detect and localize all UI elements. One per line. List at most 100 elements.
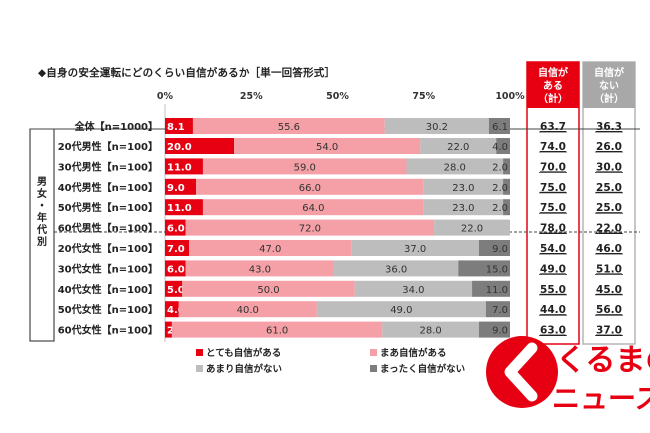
data-label: 28.0 [444,162,466,173]
bar-segment [478,240,510,256]
bar-segment [488,118,510,134]
kurumano-news-logo: くるまの ニュース [486,336,650,415]
data-label: 64.0 [302,203,324,214]
bar-segment [202,199,424,216]
bar-segment [334,260,459,277]
data-label: 6.0 [167,264,185,275]
data-label: 37.0 [404,244,426,255]
bar-segment [165,219,186,236]
data-label: 23.0 [452,203,474,214]
data-label: 59.0 [294,162,316,173]
category-label: 20代男性【n=100】 [58,140,158,153]
data-label: 11.0 [486,285,508,296]
legend-label: あまり自信がない [206,363,282,375]
data-label: 22.0 [447,142,469,153]
category-label: 40代女性【n=100】 [58,283,158,296]
bar-segment [423,199,504,216]
bar-segment [472,280,510,297]
bar-segment [165,178,197,195]
bar-segment [382,321,479,338]
bar-segment [165,321,172,338]
data-label: 55.6 [278,122,300,133]
data-label: 22.0 [461,224,483,235]
total-confident-value: 74.0 [540,141,566,153]
bar-segment [485,301,510,318]
category-label: 50代男性【n=100】 [58,201,158,214]
bar-segment [165,118,193,134]
group-label: 男女・年代別 [36,176,47,248]
data-label: 7.0 [492,305,508,316]
bar-segment [503,158,510,175]
total-confident-value: 78.0 [540,223,566,235]
legend-swatch [196,365,203,372]
axis-tick-label: 50% [326,91,349,102]
bar-segment [423,178,504,195]
data-label: 34.0 [402,285,424,296]
data-label: 50.0 [257,285,279,296]
data-label: 54.0 [316,142,338,153]
chart-title: ◆自身の安全運転にどのくらい自信があるか［単一回答形式］ [38,67,336,79]
total-not-confident-value: 46.0 [596,243,622,255]
total-not-confident-value: 22.0 [596,223,622,235]
data-label: 4.0 [167,305,185,316]
bar-segment [478,321,510,338]
total-confident-value: 75.0 [540,202,566,214]
legend-label: まあ自信がある [380,347,447,359]
category-label: 20代女性【n=100】 [58,242,158,255]
bar-segment [165,301,179,318]
bar-segment [354,280,473,297]
data-label: 11.0 [167,162,192,173]
data-label: 28.0 [420,326,442,337]
legend-swatch [370,365,377,372]
summary-header-confident-bg [527,62,579,108]
bar-segment [165,158,203,175]
bar-segment [384,118,489,134]
logo-circle-icon [486,336,558,408]
legend-swatch [196,349,203,356]
total-not-confident-value: 30.0 [596,161,622,173]
data-label: 9.0 [492,326,508,337]
bar-segment [182,280,355,297]
bar-segment [503,199,510,216]
bar-segment [171,321,383,338]
data-label: 9.0 [167,183,185,194]
total-confident-value: 49.0 [540,263,566,275]
summary-header-not-confident-bg [583,62,635,108]
bar-segment [434,219,510,236]
total-not-confident-value: 26.0 [596,141,622,153]
bar-segment [406,158,504,175]
data-label: 30.2 [426,122,448,133]
legend-label: まったく自信がない [380,363,465,375]
bar-segment [165,260,186,277]
category-label: 60代男性【n=100】 [58,222,158,235]
total-not-confident-value: 25.0 [596,202,622,214]
category-label: 50代女性【n=100】 [58,303,158,316]
category-label: 30代女性【n=100】 [58,262,158,275]
total-confident-value: 75.0 [540,182,566,194]
bar-segment [503,178,510,195]
total-confident-value: 44.0 [540,304,566,316]
axis-tick-label: 25% [240,91,263,102]
data-label: 15.0 [486,264,508,275]
data-label: 20.0 [167,142,192,153]
bar-segment [234,138,421,154]
logo-text-line1: くるまの [556,343,650,378]
total-confident-value: 70.0 [540,161,566,173]
bar-segment [316,301,486,318]
axis-tick-label: 0% [157,91,174,102]
bar-segment [165,138,234,154]
data-label: 11.0 [167,203,192,214]
total-confident-value: 55.0 [540,284,566,296]
data-label: 72.0 [299,224,321,235]
total-not-confident-value: 25.0 [596,182,622,194]
total-not-confident-value: 56.0 [596,304,622,316]
bar-segment [458,260,510,277]
data-label: 2.0 [492,162,508,173]
summary-header-confident: 自信がある（計） [538,66,569,105]
total-confident-value: 54.0 [540,243,566,255]
data-label: 6.1 [492,122,508,133]
total-not-confident-value: 36.3 [596,121,622,133]
bar-segment [496,138,510,154]
data-label: 7.0 [167,244,185,255]
